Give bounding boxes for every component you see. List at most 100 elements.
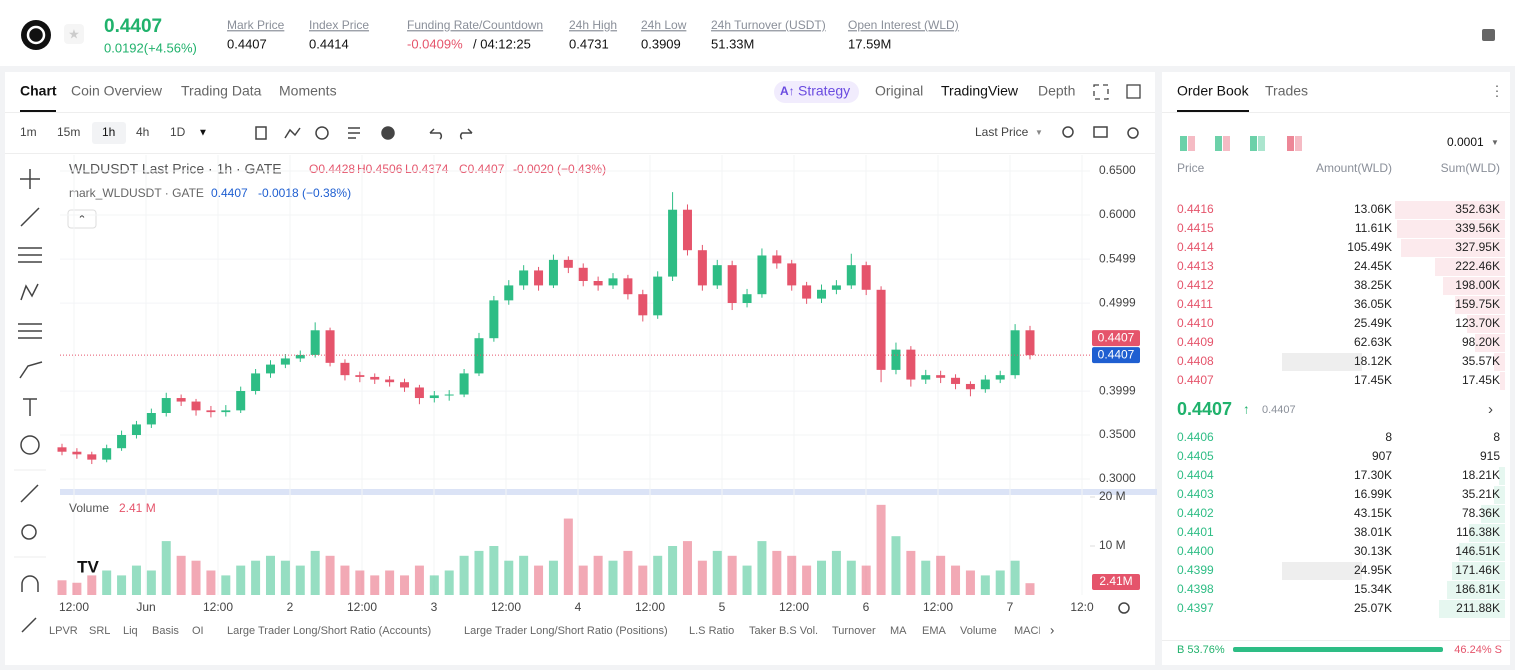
volume-bar <box>221 575 231 595</box>
volume-bar <box>444 570 454 595</box>
line-tool[interactable] <box>20 207 40 227</box>
chart-tab[interactable]: Coin Overview <box>71 83 163 99</box>
fullscreen-icon[interactable] <box>1093 84 1109 100</box>
view-tab[interactable]: TradingView <box>941 83 1019 99</box>
indicator-tab[interactable]: OI <box>192 625 204 637</box>
interval[interactable]: 4h <box>136 125 149 139</box>
indicator-tab[interactable]: MA <box>890 625 907 637</box>
favorite[interactable] <box>64 24 84 44</box>
strategy-pill[interactable] <box>774 81 859 103</box>
layout-icon[interactable] <box>1180 136 1187 151</box>
candle-body <box>161 398 171 413</box>
indicator-tab[interactable]: LPVR <box>49 625 78 637</box>
order-book-tab[interactable]: Order Book <box>1177 83 1250 99</box>
volume-bar <box>906 550 916 595</box>
interval[interactable]: 15m <box>57 125 80 139</box>
camera-icon[interactable] <box>1093 126 1108 138</box>
volume-bar <box>251 560 261 595</box>
volume-bar <box>191 560 201 595</box>
x-tick-label: 12:00 <box>203 600 233 614</box>
candle-body <box>697 250 707 286</box>
candle-body <box>638 294 648 316</box>
brush-tool[interactable] <box>19 361 43 379</box>
stat-label: Funding Rate/Countdown <box>407 18 543 32</box>
stat-value: 0.4414 <box>309 36 349 51</box>
volume-bar <box>102 570 112 595</box>
row-amount: 24.45K <box>1354 259 1392 273</box>
redo-icon[interactable] <box>459 128 473 140</box>
window-icon[interactable] <box>1126 84 1141 99</box>
volume-bar <box>117 575 127 595</box>
candle-body <box>131 424 141 435</box>
interval[interactable]: 1D <box>170 125 186 139</box>
volume-bar <box>355 570 365 595</box>
indicator-tab[interactable]: Turnover <box>832 625 876 637</box>
chart-tab[interactable]: Trading Data <box>181 83 262 99</box>
view-tab[interactable]: Depth <box>1038 83 1075 99</box>
y-tick-label: 0.6500 <box>1099 163 1136 177</box>
volume-bar <box>370 575 380 595</box>
volume-bar <box>310 550 320 595</box>
depth-bar <box>1500 372 1505 390</box>
price-type[interactable]: Last Price <box>975 125 1029 139</box>
indicator-tab[interactable]: Basis <box>152 625 179 637</box>
indicator-tab[interactable]: SRL <box>89 625 110 637</box>
indicator-tab[interactable]: EMA <box>922 625 947 637</box>
row-amount: 13.06K <box>1354 202 1392 216</box>
indicator-icon[interactable] <box>284 127 301 139</box>
indicator-tab[interactable]: L.S Ratio <box>689 625 734 637</box>
scale-settings[interactable] <box>1118 602 1130 614</box>
indicator-tab[interactable]: MACD <box>1014 625 1046 637</box>
row-amount: 16.99K <box>1354 487 1392 501</box>
indicator-tab[interactable]: Volume <box>960 625 997 637</box>
layout-icon[interactable] <box>1287 136 1294 151</box>
search-icon[interactable] <box>1062 126 1074 138</box>
candle-body <box>727 265 737 303</box>
fib-tool[interactable] <box>18 323 42 339</box>
indicator-tab[interactable]: Liq <box>123 625 138 637</box>
candle-body <box>1010 330 1020 376</box>
more-icon[interactable]: ⋮ <box>1490 83 1504 99</box>
interval[interactable]: 1m <box>20 125 37 139</box>
emoji-tool[interactable] <box>20 435 40 455</box>
precision[interactable]: 0.0001 <box>1447 135 1484 149</box>
eraser-tool[interactable] <box>21 617 37 633</box>
interval-dropdown: ▼ <box>198 128 208 139</box>
chart-tab[interactable]: Moments <box>279 83 337 99</box>
indicator-tab[interactable]: Large Trader Long/Short Ratio (Accounts) <box>227 625 431 637</box>
zoom-tool[interactable] <box>21 524 37 540</box>
candle-body <box>534 270 544 286</box>
indicator-tab[interactable]: Taker B.S Vol. <box>749 625 818 637</box>
mid-more[interactable]: › <box>1488 401 1493 418</box>
indicator-next[interactable]: › <box>1050 622 1054 637</box>
refresh-icon[interactable] <box>315 126 329 140</box>
add-icon[interactable] <box>381 126 395 140</box>
header-icon[interactable] <box>1482 29 1495 41</box>
undo-icon[interactable] <box>429 128 443 140</box>
candle-body <box>772 255 782 264</box>
magnet-tool[interactable] <box>21 575 39 592</box>
indicator-tab[interactable]: Large Trader Long/Short Ratio (Positions… <box>464 625 668 637</box>
order-book-tab[interactable]: Trades <box>1265 83 1308 99</box>
layout-icon[interactable] <box>1215 136 1222 151</box>
pattern-tool[interactable] <box>20 283 39 301</box>
measure-tool[interactable] <box>20 484 39 503</box>
row-price: 0.4405 <box>1177 449 1214 463</box>
settings-icon[interactable] <box>1127 127 1139 139</box>
layout-icon[interactable] <box>1250 136 1257 151</box>
crosshair-tool[interactable] <box>20 169 40 189</box>
chart-tab[interactable]: Chart <box>20 83 57 99</box>
template-icon[interactable] <box>348 127 360 139</box>
interval[interactable]: 1h <box>102 125 115 139</box>
text-tool[interactable] <box>23 398 37 416</box>
candle-icon[interactable] <box>255 126 267 140</box>
volume-bar <box>965 570 975 595</box>
x-tick-label: 12:00 <box>923 600 953 614</box>
channel-tool[interactable] <box>18 247 42 263</box>
row-price: 0.4414 <box>1177 240 1214 254</box>
depth-bar <box>1481 505 1505 523</box>
legend-mark-price: 0.4407 <box>211 186 248 200</box>
x-tick-label: 7 <box>1007 600 1014 614</box>
y-tick-label: 0.6000 <box>1099 207 1136 221</box>
view-tab[interactable]: Original <box>875 83 923 99</box>
